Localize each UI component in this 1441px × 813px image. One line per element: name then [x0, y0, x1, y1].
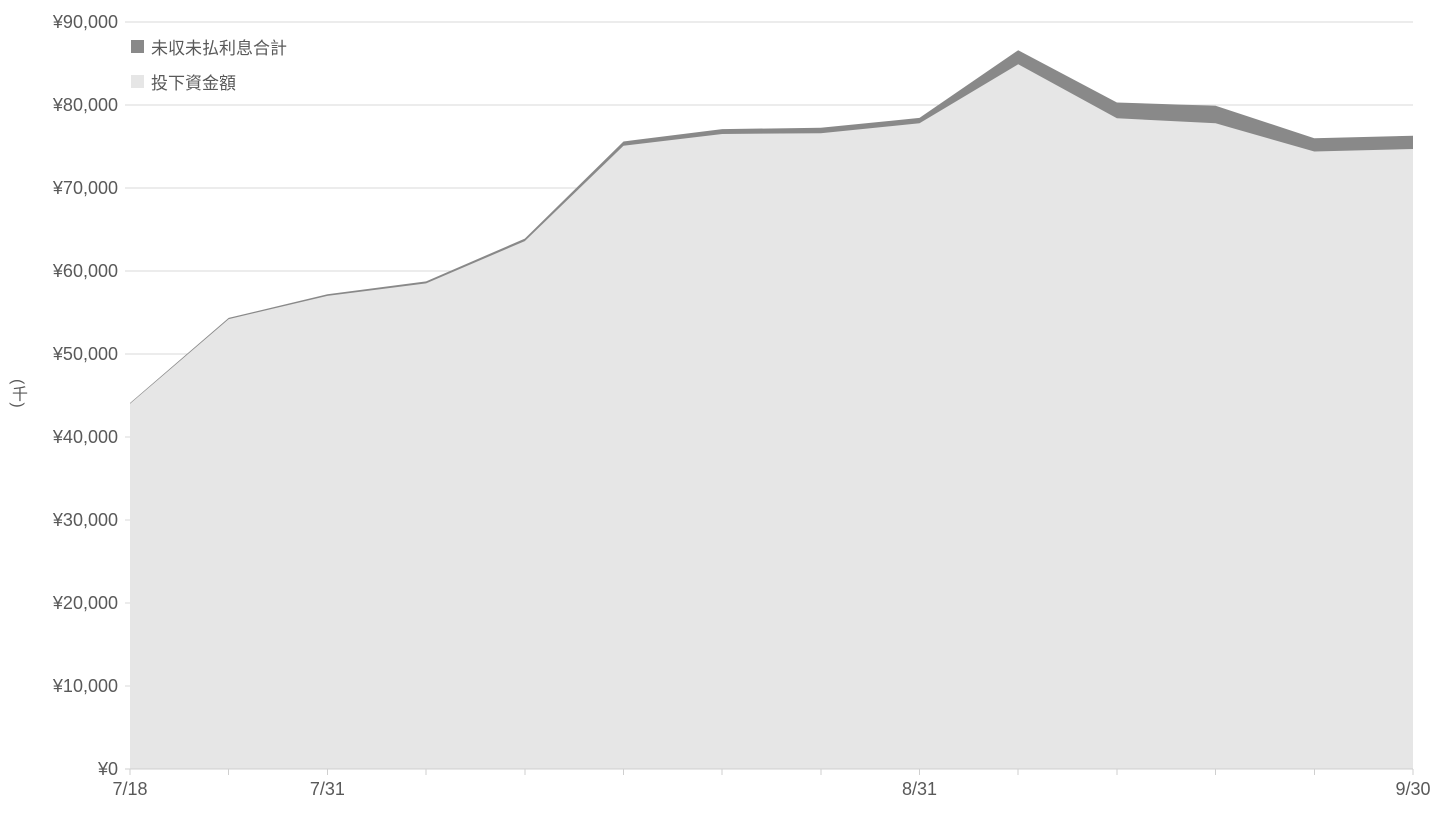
x-axis-tick-label: 7/18 [112, 779, 147, 799]
y-axis-tick-label: ¥0 [97, 759, 118, 779]
y-axis-tick-label: ¥10,000 [52, 676, 118, 696]
x-ticks [129, 769, 1414, 775]
y-axis-tick-label: ¥30,000 [52, 510, 118, 530]
x-axis-tick-label: 8/31 [902, 779, 937, 799]
legend-swatch-capital-icon [131, 75, 144, 88]
x-axis-tick-label: 7/31 [310, 779, 345, 799]
y-axis-tick-label: ¥60,000 [52, 261, 118, 281]
legend-label-interest: 未収未払利息合計 [151, 39, 287, 58]
series-area-capital[interactable] [130, 64, 1413, 770]
legend-swatch-interest-icon [131, 40, 144, 53]
y-tick-labels: ¥90,000 ¥80,000 ¥70,000 ¥60,000 ¥50,000 ¥40,0… [52, 12, 118, 779]
y-axis-tick-label: ¥90,000 [52, 12, 118, 32]
legend: 未収未払利息合計 投下資金額 [131, 29, 287, 99]
legend-item-capital[interactable]: 投下資金額 [131, 64, 287, 99]
y-axis-tick-label: ¥70,000 [52, 178, 118, 198]
x-tick-labels: 7/18 7/31 8/31 9/30 [112, 779, 1430, 799]
y-axis-tick-label: ¥20,000 [52, 593, 118, 613]
y-axis-tick-label: ¥50,000 [52, 344, 118, 364]
legend-item-interest[interactable]: 未収未払利息合計 [131, 29, 287, 64]
x-axis-tick-label: 9/30 [1395, 779, 1430, 799]
legend-label-capital: 投下資金額 [151, 74, 236, 93]
y-axis-tick-label: ¥40,000 [52, 427, 118, 447]
y-axis-title: (千) [9, 379, 26, 409]
y-axis-tick-label: ¥80,000 [52, 95, 118, 115]
